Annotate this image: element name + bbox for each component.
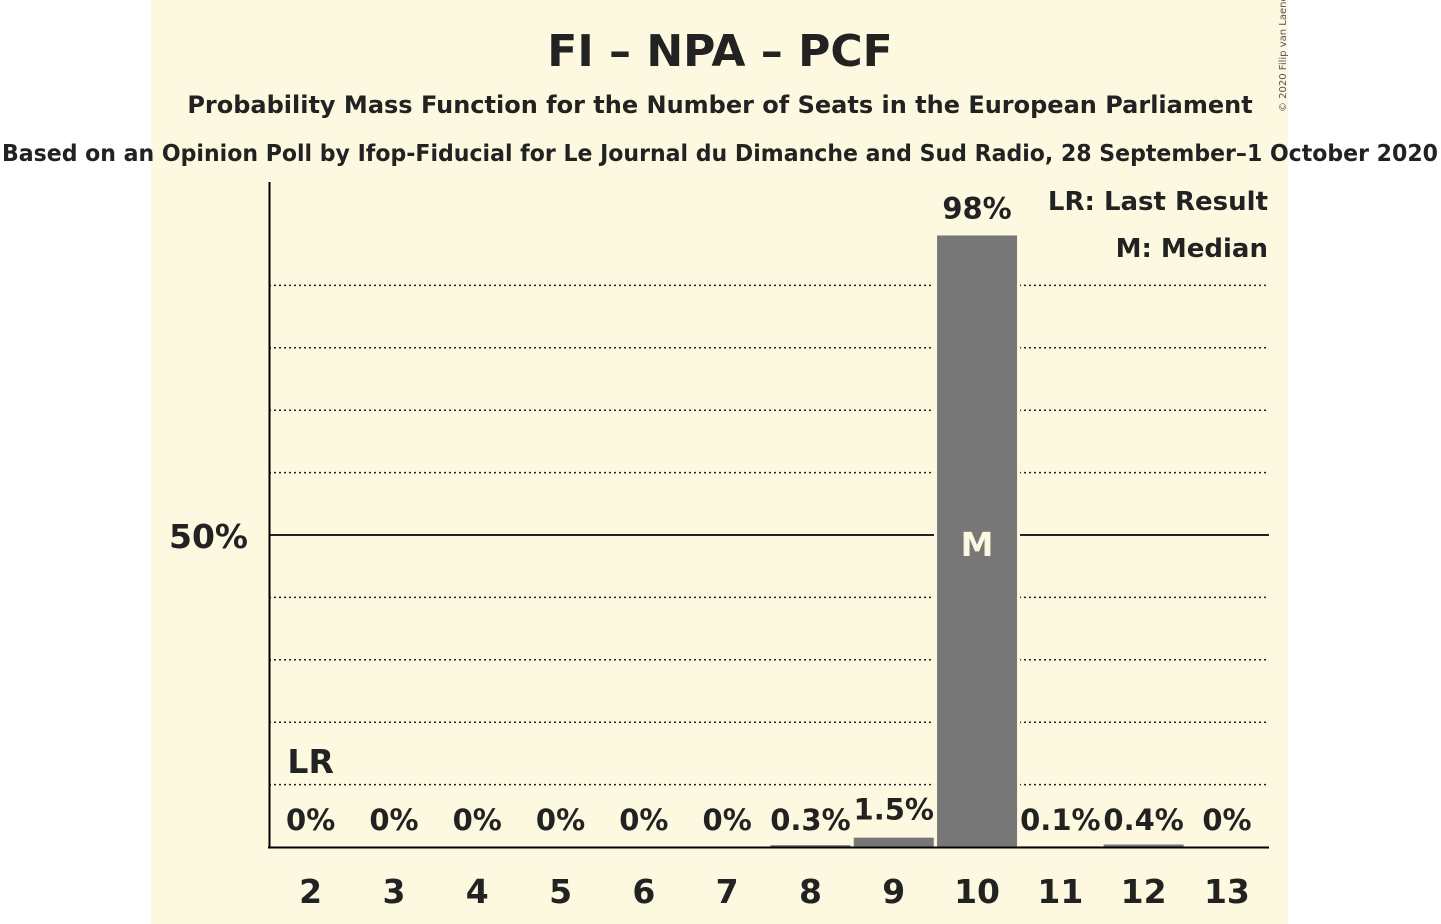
x-tick-label-8: 8 <box>799 872 822 911</box>
x-tick-label-11: 11 <box>1037 872 1083 911</box>
grid-lines <box>269 284 1269 786</box>
value-label-6: 0% <box>619 803 668 837</box>
chart-subtitle: Probability Mass Function for the Number… <box>187 91 1252 119</box>
bar-10 <box>937 235 1018 848</box>
bar-12 <box>1103 844 1184 847</box>
value-label-2: 0% <box>286 803 335 837</box>
legend-last-result: LR: Last Result <box>1048 187 1268 217</box>
x-tick-labels: 2 3 4 5 6 7 8 9 10 11 12 13 <box>299 872 1250 911</box>
x-tick-label-3: 3 <box>382 872 405 911</box>
x-tick-label-6: 6 <box>632 872 655 911</box>
x-tick-label-5: 5 <box>549 872 572 911</box>
data-labels: 0% LR 0% 0% 0% 0% 0% 0.3% 1.5% 98% M 0.1% 0.4% 0% <box>286 191 1252 837</box>
value-label-4: 0% <box>453 803 502 837</box>
x-tick-label-4: 4 <box>466 872 489 911</box>
bar-9 <box>853 837 934 847</box>
copyright-notice: © 2020 Filip van Laenen <box>1278 0 1289 112</box>
value-label-12: 0.4% <box>1103 803 1183 837</box>
value-label-3: 0% <box>369 803 418 837</box>
x-tick-label-12: 12 <box>1121 872 1167 911</box>
y-tick-label-50: 50% <box>169 517 248 556</box>
bar-8 <box>770 845 851 847</box>
chart-title: FI – NPA – PCF <box>547 26 892 77</box>
value-label-11: 0.1% <box>1020 803 1100 837</box>
x-tick-label-13: 13 <box>1204 872 1250 911</box>
value-label-13: 0% <box>1202 803 1251 837</box>
last-result-marker: LR <box>287 742 333 781</box>
x-tick-label-9: 9 <box>882 872 905 911</box>
chart-background <box>151 0 1288 924</box>
value-label-9: 1.5% <box>854 793 934 827</box>
value-label-8: 0.3% <box>770 803 850 837</box>
median-marker: M <box>961 525 994 564</box>
bar-gap-8 <box>767 843 854 847</box>
legend-median: M: Median <box>1116 234 1268 264</box>
x-tick-label-2: 2 <box>299 872 322 911</box>
chart-source: Based on an Opinion Poll by Ifop-Fiducia… <box>2 139 1438 167</box>
x-tick-label-10: 10 <box>954 872 1000 911</box>
bar-series <box>767 233 1187 848</box>
value-label-7: 0% <box>703 803 752 837</box>
x-tick-label-7: 7 <box>716 872 739 911</box>
value-label-10: 98% <box>942 191 1011 225</box>
bar-gap-11 <box>1017 844 1104 847</box>
value-label-5: 0% <box>536 803 585 837</box>
